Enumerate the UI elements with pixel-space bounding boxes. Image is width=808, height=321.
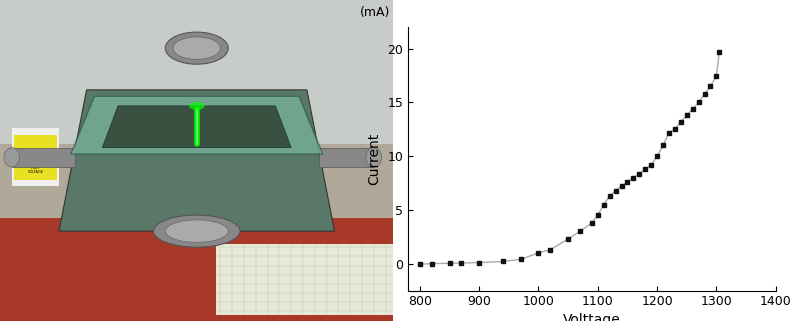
Ellipse shape [166,32,228,64]
Bar [0,218,393,321]
Text: DANGER: DANGER [26,155,45,159]
Ellipse shape [173,37,221,59]
Y-axis label: Current: Current [368,133,381,185]
Polygon shape [103,106,291,148]
Ellipse shape [189,102,204,110]
Ellipse shape [4,148,19,167]
Bar [12,148,75,167]
X-axis label: Volttage: Volttage [563,313,621,321]
Bar [14,135,57,180]
Ellipse shape [166,220,228,242]
Bar [318,148,374,167]
Bar [217,244,393,315]
Text: HIGH
VOLTAGE: HIGH VOLTAGE [27,166,44,174]
Ellipse shape [366,148,381,167]
Polygon shape [71,96,322,154]
Ellipse shape [154,215,240,247]
Bar [0,0,393,144]
Bar [0,144,393,321]
Bar [12,128,59,186]
Text: (mA): (mA) [360,6,390,19]
Polygon shape [59,90,335,231]
